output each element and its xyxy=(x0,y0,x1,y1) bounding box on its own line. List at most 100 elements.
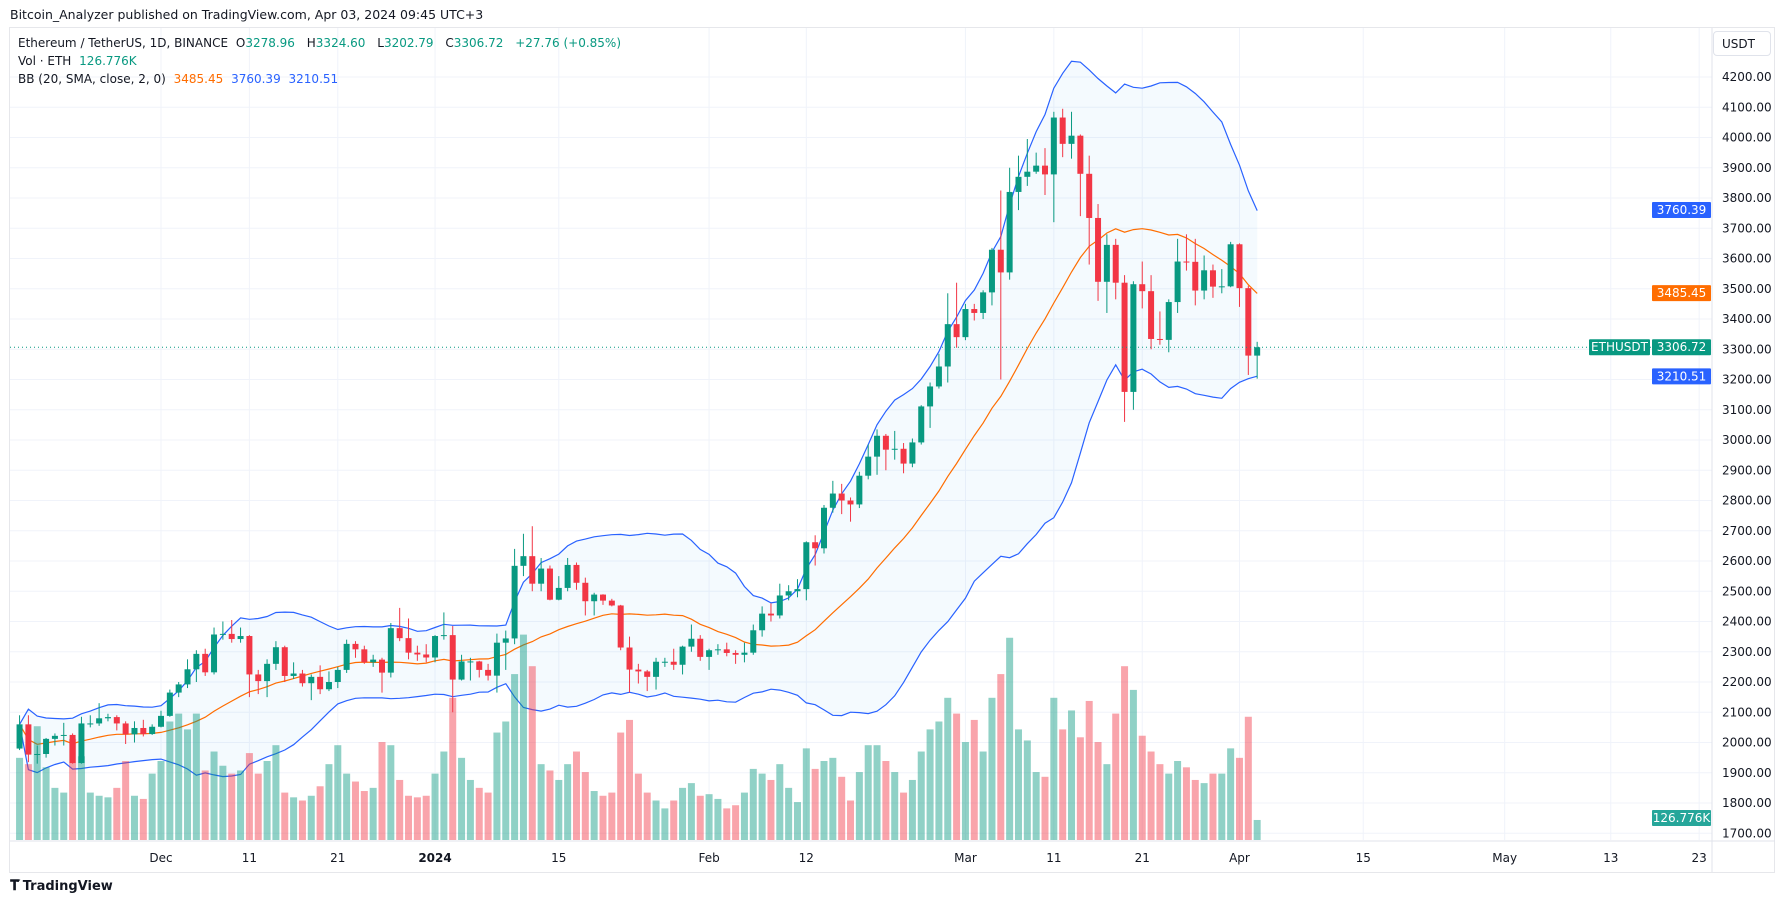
candle xyxy=(1139,261,1146,309)
candle-body xyxy=(918,406,925,443)
legend-volume-row: Vol · ETH 126.776K xyxy=(18,54,141,69)
candle-body xyxy=(865,456,872,476)
candle-body xyxy=(882,435,889,450)
candle-body xyxy=(78,723,85,764)
candle xyxy=(697,635,704,661)
volume-bar xyxy=(687,783,695,840)
volume-bar xyxy=(900,792,908,840)
candle-body xyxy=(237,636,244,640)
candle xyxy=(122,721,129,745)
price-tick-label: 3800.00 xyxy=(1722,191,1772,205)
candle xyxy=(1059,108,1066,158)
candle-body xyxy=(971,309,978,313)
candle-body xyxy=(847,500,854,505)
candle-body xyxy=(856,475,863,505)
volume-bar xyxy=(148,773,156,840)
last-price-badge: 3306.72 xyxy=(1657,340,1707,354)
volume-bar xyxy=(776,764,784,840)
volume-bar xyxy=(1041,776,1049,840)
candle xyxy=(264,659,271,698)
candle-body xyxy=(308,676,315,684)
volume-bar xyxy=(192,713,200,840)
price-overlay: 3760.39 3485.45 3306.72 3210.51 126.776K ETHU… xyxy=(10,201,1711,826)
candle xyxy=(874,429,881,475)
candle-body xyxy=(600,594,606,601)
candle-body xyxy=(361,649,368,663)
candle xyxy=(741,642,748,663)
tradingview-logo[interactable]: 𝐓′ TradingView xyxy=(10,878,113,894)
volume-bar xyxy=(139,798,147,840)
candle xyxy=(352,641,359,658)
close-value: 3306.72 xyxy=(453,36,504,50)
volume-label[interactable]: Vol · ETH xyxy=(18,54,72,68)
candle-body xyxy=(264,663,271,682)
candle-body xyxy=(387,628,394,673)
volume-bar xyxy=(77,756,85,840)
candle xyxy=(608,598,615,607)
currency-selector[interactable]: USDT xyxy=(1713,31,1771,56)
candle xyxy=(158,710,164,728)
volume-bar xyxy=(864,745,872,840)
candle-body xyxy=(166,692,173,716)
candle xyxy=(794,579,801,598)
candle-body xyxy=(184,669,191,685)
volume-bar xyxy=(1156,764,1164,840)
volume-bar xyxy=(245,753,253,840)
candle xyxy=(1174,238,1181,313)
price-tick-label: 2300.00 xyxy=(1722,645,1772,659)
bb-basis-value: 3485.45 xyxy=(173,72,224,86)
volume-bar xyxy=(935,721,943,840)
candle-body xyxy=(670,661,677,665)
volume-bar xyxy=(1129,689,1137,840)
change-value: +27.76 (+0.85%) xyxy=(515,36,621,50)
candle xyxy=(653,657,660,690)
publisher-header: Bitcoin_Analyzer published on TradingVie… xyxy=(10,7,484,22)
candle xyxy=(43,737,50,758)
candle-body xyxy=(43,738,50,754)
candle xyxy=(821,505,827,554)
tradingview-logo-icon: 𝐓′ xyxy=(10,878,21,894)
candle xyxy=(485,663,492,681)
candle xyxy=(202,648,209,676)
candle-body xyxy=(104,717,111,719)
candle xyxy=(219,621,226,640)
candle xyxy=(909,438,916,468)
candle xyxy=(193,650,200,682)
volume-bar xyxy=(113,787,121,840)
candle xyxy=(688,624,695,652)
bollinger-bands xyxy=(19,60,1258,778)
volume-bar xyxy=(634,773,642,840)
candle-body xyxy=(935,366,942,387)
volume-bar xyxy=(979,751,987,840)
candle-body xyxy=(1183,261,1190,263)
volume-bar xyxy=(749,768,757,840)
volume-bar xyxy=(511,674,519,840)
candle-body xyxy=(1130,284,1137,392)
symbol-title[interactable]: Ethereum / TetherUS, 1D, BINANCE xyxy=(18,36,229,50)
volume-bar xyxy=(184,729,192,840)
candle xyxy=(370,654,377,667)
bb-label[interactable]: BB (20, SMA, close, 2, 0) xyxy=(18,72,166,86)
candle xyxy=(25,715,32,763)
candle xyxy=(96,703,103,726)
candle xyxy=(776,583,783,619)
volume-bar xyxy=(343,773,351,840)
volume-bar xyxy=(1085,700,1093,840)
candle-body xyxy=(794,589,801,592)
candle xyxy=(449,626,456,713)
volume-bar xyxy=(705,794,713,840)
candle xyxy=(980,290,987,319)
candle xyxy=(334,666,341,689)
candle xyxy=(51,733,58,746)
volume-bar xyxy=(696,795,704,840)
open-label: O xyxy=(235,36,246,50)
candle xyxy=(361,645,368,664)
volume-bar xyxy=(1076,737,1084,840)
candle-body xyxy=(16,724,23,749)
volume-bar xyxy=(838,776,846,840)
volume-bar xyxy=(369,787,377,840)
volume-bar xyxy=(537,764,545,840)
volume-bar xyxy=(387,745,395,840)
volume-bar xyxy=(502,721,510,840)
